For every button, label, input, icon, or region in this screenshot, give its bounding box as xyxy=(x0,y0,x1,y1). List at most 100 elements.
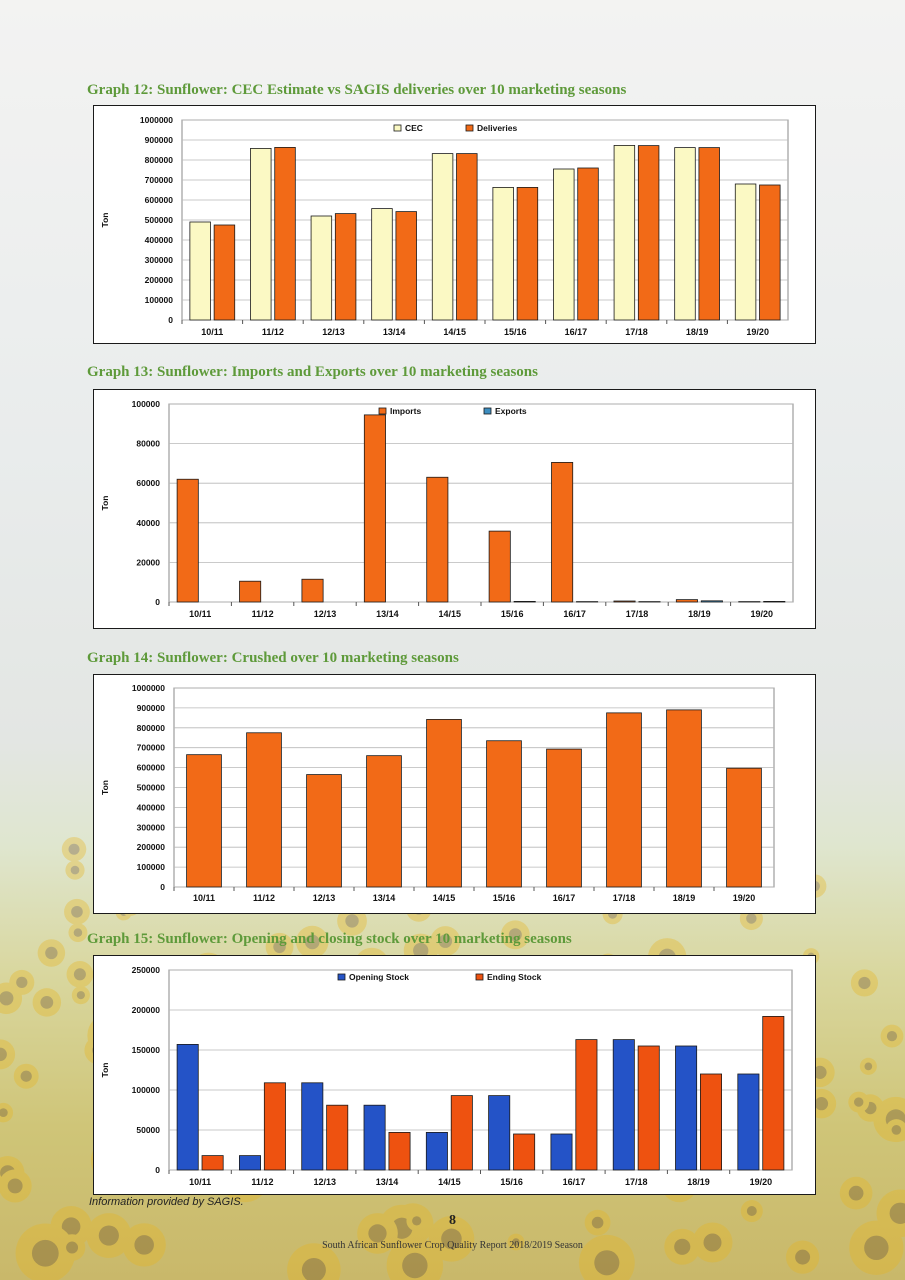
page-number: 8 xyxy=(449,1213,456,1228)
y-tick-label: 100000 xyxy=(132,1085,161,1095)
graph-14-heading: Graph 14: Sunflower: Crushed over 10 mar… xyxy=(87,650,459,666)
bar-value xyxy=(186,754,222,888)
sunflower-shape xyxy=(58,1234,86,1261)
x-tick-label: 11/12 xyxy=(262,327,284,337)
bar-ending-stock xyxy=(201,1155,224,1171)
report-footer: South African Sunflower Crop Quality Rep… xyxy=(322,1240,583,1251)
x-tick-label: 16/17 xyxy=(553,893,576,903)
bar-cec xyxy=(371,208,393,321)
bar-value xyxy=(666,709,702,888)
bar-ending-stock xyxy=(388,1131,411,1171)
sunflower-shape xyxy=(692,1222,733,1263)
bar-cec xyxy=(674,147,696,321)
sunflower-shape xyxy=(64,898,90,925)
bar-exports xyxy=(513,601,536,603)
y-tick-label: 150000 xyxy=(132,1045,161,1055)
x-tick-label: 17/18 xyxy=(625,1177,648,1187)
bar-deliveries xyxy=(456,153,478,321)
bar-value xyxy=(546,748,582,888)
graph-14-svg: 0 100000 200000 300000 400000 500000 600000 700… xyxy=(100,683,775,903)
x-tick-label: 12/13 xyxy=(313,893,336,903)
x-tick-label: 16/17 xyxy=(563,609,586,619)
x-tick-label: 19/20 xyxy=(751,609,774,619)
sunflower-shape xyxy=(15,1223,76,1280)
sunflower-shape xyxy=(848,1091,870,1113)
sunflower-shape xyxy=(856,1094,885,1122)
y-tick-label: 600000 xyxy=(145,195,174,205)
bar-imports xyxy=(239,580,262,603)
plot-area xyxy=(168,403,794,603)
bar-ending-stock xyxy=(513,1133,536,1171)
graph-13-svg: 0 20000 40000 60000 80000 100000 Ton 10/11 11/12… xyxy=(100,399,794,619)
y-tick-label: 900000 xyxy=(145,135,174,145)
y-tick-label: 0 xyxy=(155,1165,160,1175)
x-tick-label: 13/14 xyxy=(376,609,399,619)
y-tick-label: 80000 xyxy=(136,439,160,449)
source-footnote: Information provided by SAGIS. xyxy=(89,1196,244,1208)
x-tick-label: 12/13 xyxy=(314,609,337,619)
bar-ending-stock xyxy=(762,1016,785,1171)
bar-opening-stock xyxy=(612,1039,635,1171)
bar-imports xyxy=(613,600,636,603)
x-tick-label: 19/20 xyxy=(746,327,769,337)
y-tick-label: 900000 xyxy=(137,703,166,713)
sunflower-shape xyxy=(584,1209,611,1236)
sunflower-shape xyxy=(880,1024,904,1048)
bar-cec xyxy=(189,221,211,321)
x-tick-label: 15/16 xyxy=(504,327,527,337)
sunflower-shape xyxy=(839,1176,873,1210)
legend-label: Opening Stock xyxy=(349,972,409,982)
x-tick-label: 11/12 xyxy=(251,1177,273,1187)
y-tick-label: 600000 xyxy=(137,763,166,773)
sunflower-shape xyxy=(265,932,294,961)
bar-imports xyxy=(176,478,199,603)
sunflower-shape xyxy=(873,1096,905,1143)
legend-swatch xyxy=(465,124,474,132)
x-tick-label: 13/14 xyxy=(376,1177,399,1187)
y-tick-label: 700000 xyxy=(137,743,166,753)
x-tick-label: 18/19 xyxy=(673,893,696,903)
x-tick-label: 17/18 xyxy=(626,609,649,619)
x-tick-label: 12/13 xyxy=(322,327,345,337)
bar-cec xyxy=(250,148,272,321)
bar-imports xyxy=(426,476,449,603)
y-tick-label: 100000 xyxy=(137,862,166,872)
bar-deliveries xyxy=(395,211,417,321)
bar-value xyxy=(366,755,402,888)
graph-12-svg: 0 100000 200000 300000 400000 500000 600000 700… xyxy=(100,115,789,337)
bar-exports xyxy=(763,601,786,603)
y-tick-label: 1000000 xyxy=(140,115,173,125)
y-tick-label: 100000 xyxy=(132,399,161,409)
x-tick-label: 14/15 xyxy=(439,609,462,619)
sunflower-shape xyxy=(850,969,879,997)
y-tick-label: 1000000 xyxy=(132,683,165,693)
legend-swatch xyxy=(393,124,402,132)
bar-opening-stock xyxy=(425,1131,448,1171)
graph-13-heading: Graph 13: Sunflower: Imports and Exports… xyxy=(87,364,538,380)
sunflower-shape xyxy=(578,1234,635,1280)
y-tick-label: 0 xyxy=(155,597,160,607)
sunflower-shape xyxy=(9,969,35,995)
x-tick-label: 14/15 xyxy=(433,893,456,903)
y-tick-label: 0 xyxy=(168,315,173,325)
y-tick-label: 250000 xyxy=(132,965,161,975)
legend-label: Imports xyxy=(390,406,421,416)
sunflower-shape xyxy=(122,1223,166,1267)
sunflower-shape xyxy=(0,1169,32,1203)
sunflower-shape xyxy=(428,1215,475,1262)
sunflower-shape xyxy=(430,926,461,957)
y-tick-label: 200000 xyxy=(145,275,174,285)
sunflower-shape xyxy=(876,1189,905,1238)
bar-value xyxy=(426,719,462,888)
bar-deliveries xyxy=(334,213,357,321)
sunflower-shape xyxy=(885,1119,905,1141)
sunflower-shape xyxy=(500,920,530,950)
bar-opening-stock xyxy=(176,1044,199,1171)
x-tick-label: 12/13 xyxy=(313,1177,336,1187)
graph-14-chart: 0 100000 200000 300000 400000 500000 600000 700… xyxy=(93,674,816,914)
x-tick-label: 14/15 xyxy=(443,327,466,337)
sunflower-shape xyxy=(386,1237,444,1280)
sunflower-shape xyxy=(740,1199,763,1223)
bar-imports xyxy=(675,599,698,603)
x-tick-label: 16/17 xyxy=(565,327,588,337)
